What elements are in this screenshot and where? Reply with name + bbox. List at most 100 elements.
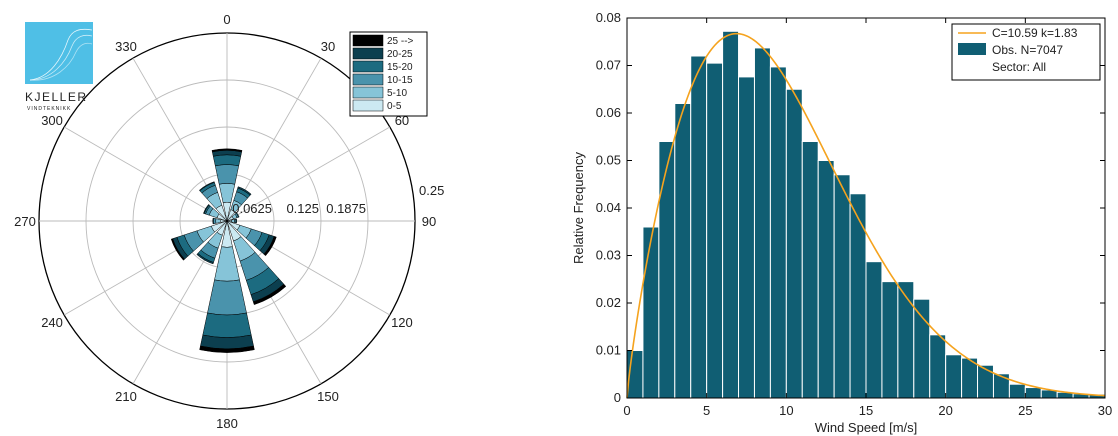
x-tick-label: 15 — [859, 403, 873, 418]
legend-swatch-5-10 — [352, 86, 384, 99]
y-tick-label: 0.01 — [596, 343, 621, 358]
histogram-bar — [690, 55, 708, 399]
y-tick-label: 0.05 — [596, 153, 621, 168]
logo-subtext: VINDTEKNIKK — [27, 106, 71, 112]
legend-swatch-20-25 — [352, 47, 384, 60]
histogram-xlabel: Wind Speed [m/s] — [815, 420, 918, 435]
legend-label-0-5: 0-5 — [387, 101, 402, 112]
legend-swatch-10-15 — [352, 73, 384, 86]
rose-direction-label: 210 — [115, 389, 137, 404]
histogram-bar — [929, 334, 947, 399]
y-tick-label: 0 — [614, 390, 621, 405]
rose-petal-segment — [235, 212, 240, 218]
histogram-bar — [801, 141, 819, 399]
histogram-bar — [722, 30, 740, 399]
rose-petal-segment — [212, 154, 242, 167]
wind-rose-petals — [170, 148, 287, 353]
logo-wave-1 — [29, 28, 93, 81]
histogram-bar — [945, 354, 963, 399]
rose-petal-segment — [218, 183, 236, 203]
histogram-ticks: 0 5 10 15 20 25 30 0 0.01 0.02 0.03 0.04 0.05 0.06 0.0… — [596, 10, 1113, 418]
wind-rose-labels: 0 30 60 90 120 150 180 210 240 270 300 330 0.0625 0.1… — [14, 12, 444, 431]
rose-direction-label: 270 — [14, 214, 36, 229]
legend-bar-swatch — [958, 43, 986, 55]
y-tick-label: 0.02 — [596, 295, 621, 310]
rose-direction-label: 90 — [422, 214, 436, 229]
rose-direction-label: 30 — [321, 39, 335, 54]
y-tick-label: 0.06 — [596, 105, 621, 120]
rose-radial-tick-label: 0.125 — [286, 201, 319, 216]
rose-petal-segment — [235, 218, 238, 224]
legend-sector-label: Sector: All — [992, 60, 1046, 74]
x-tick-label: 5 — [703, 403, 710, 418]
rose-petal-segment — [215, 218, 221, 224]
histogram-bar — [913, 298, 931, 399]
legend-label-15-20: 15-20 — [387, 62, 413, 73]
histogram-bar — [977, 364, 994, 399]
logo-wave-2 — [29, 34, 93, 81]
histogram-legend: C=10.59 k=1.83 Obs. N=7047 Sector: All — [951, 23, 1101, 81]
logo-square — [25, 22, 93, 84]
wind-rose-chart: 0 30 60 90 120 150 180 210 240 270 300 330 0.0625 0.1… — [14, 12, 444, 431]
histogram-bar — [785, 88, 803, 399]
y-tick-label: 0.08 — [596, 10, 621, 25]
histogram-bar — [1024, 387, 1042, 399]
histogram-bars — [626, 30, 1106, 399]
rose-radial-tick-label: 0.0625 — [232, 201, 272, 216]
rose-petal-segment — [212, 217, 215, 225]
histogram-bar — [833, 174, 851, 399]
legend-label-10-15: 10-15 — [387, 75, 413, 86]
rose-petal-segment — [196, 253, 214, 265]
histogram-bar — [706, 62, 724, 399]
rose-petal-segment — [263, 236, 277, 257]
histogram-bar — [1008, 383, 1026, 399]
rose-petal-segment — [214, 246, 240, 282]
histogram-ylabel: Relative Frequency — [571, 152, 586, 264]
histogram-bar — [753, 47, 771, 399]
rose-petal-segment — [198, 181, 215, 192]
histogram-bar — [992, 373, 1010, 399]
legend-label-25plus: 25 --> — [387, 36, 414, 47]
x-tick-label: 0 — [623, 403, 630, 418]
rose-direction-label: 240 — [41, 315, 63, 330]
rose-spoke — [63, 126, 228, 222]
rose-spoke — [226, 126, 391, 222]
x-tick-label: 20 — [938, 403, 952, 418]
wind-speed-histogram: 0 5 10 15 20 25 30 0 0.01 0.02 0.03 0.04 0.05 0.06 0.0… — [571, 10, 1112, 435]
wind-rose-legend: 25 --> 20-25 15-20 10-15 5-10 0-5 — [349, 31, 428, 117]
rose-petal-segment — [207, 279, 247, 316]
histogram-bar — [642, 226, 660, 399]
y-tick-label: 0.04 — [596, 200, 621, 215]
histogram-bar — [897, 281, 915, 399]
logo-wave-3 — [29, 42, 93, 81]
rose-petal-segment — [214, 164, 240, 185]
rose-petal-segment — [211, 148, 243, 153]
rose-petal-segment — [199, 345, 255, 353]
rose-direction-label: 300 — [41, 113, 63, 128]
histogram-bar — [881, 281, 899, 399]
rose-direction-label: 330 — [115, 39, 137, 54]
rose-petal-segment — [202, 312, 252, 338]
rose-petal-segment — [237, 186, 252, 196]
legend-label-5-10: 5-10 — [387, 88, 407, 99]
y-tick-label: 0.03 — [596, 248, 621, 263]
histogram-bar — [865, 261, 883, 399]
x-tick-label: 30 — [1098, 403, 1112, 418]
y-tick-label: 0.07 — [596, 58, 621, 73]
rose-petal-segment — [231, 219, 235, 223]
legend-swatch-15-20 — [352, 60, 384, 73]
legend-bar-label: Obs. N=7047 — [992, 43, 1063, 57]
logo-text: KJELLER — [25, 90, 88, 104]
legend-swatch-25plus — [352, 34, 384, 47]
rose-direction-label: 60 — [395, 113, 409, 128]
legend-label-20-25: 20-25 — [387, 49, 413, 60]
histogram-bar — [769, 66, 787, 399]
histogram-bar — [738, 76, 755, 399]
rose-direction-label: 180 — [216, 416, 238, 431]
histogram-bar — [849, 193, 867, 399]
x-tick-label: 10 — [779, 403, 793, 418]
kjeller-logo: KJELLER VINDTEKNIKK — [25, 22, 93, 112]
histogram-bar — [674, 103, 692, 399]
rose-petal-segment — [252, 283, 287, 305]
